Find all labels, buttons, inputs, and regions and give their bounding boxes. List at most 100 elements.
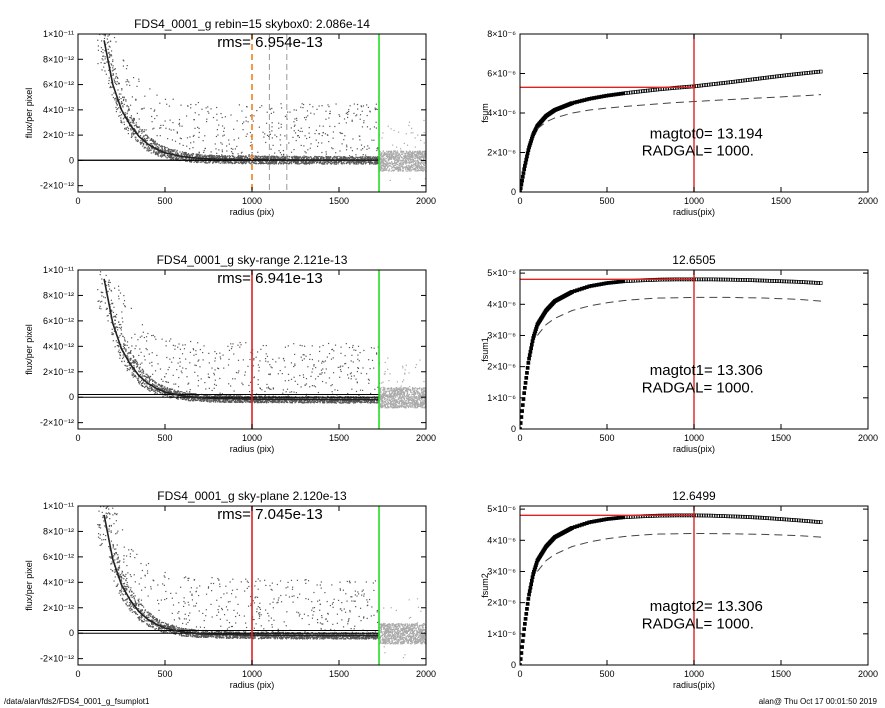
- scatter-point-outer: [404, 405, 406, 407]
- scatter-point: [153, 142, 155, 144]
- scatter-point-outer: [409, 178, 411, 180]
- scatter-point: [360, 158, 362, 160]
- scatter-point: [227, 162, 229, 164]
- scatter-point-outer: [385, 158, 387, 160]
- scatter-point: [120, 121, 122, 123]
- scatter-point: [142, 136, 144, 138]
- scatter-point-outer: [388, 169, 390, 171]
- scatter-point: [128, 358, 130, 360]
- scatter-point: [146, 150, 148, 152]
- scatter-point-outer: [381, 394, 383, 397]
- scatter-point-outer: [402, 164, 404, 166]
- scatter-point: [307, 157, 309, 159]
- scatter-point: [377, 161, 379, 163]
- scatter-point: [230, 385, 232, 387]
- scatter-point: [301, 156, 303, 158]
- scatter-point-outer: [380, 398, 382, 401]
- scatter-point-outer: [406, 167, 409, 169]
- scatter-point: [245, 155, 247, 157]
- scatter-point-outer: [416, 403, 419, 405]
- scatter-point-outer: [396, 407, 399, 409]
- scatter-point: [272, 358, 274, 360]
- scatter-point: [304, 161, 306, 163]
- scatter-point: [291, 156, 293, 159]
- scatter-point: [100, 9, 101, 10]
- scatter-point: [240, 152, 242, 154]
- scatter-point-outer: [383, 151, 386, 154]
- scatter-point-outer: [390, 162, 392, 164]
- scatter-point: [213, 156, 215, 158]
- scatter-point-outer: [394, 389, 396, 391]
- scatter-point-outer: [422, 395, 424, 397]
- scatter-point: [176, 156, 178, 158]
- scatter-point: [168, 156, 171, 158]
- scatter-point: [337, 161, 340, 163]
- scatter-point: [241, 122, 244, 125]
- scatter-point-outer: [424, 404, 426, 406]
- scatter-point: [108, 23, 109, 24]
- scatter-point: [180, 138, 182, 140]
- scatter-point-outer: [424, 395, 426, 397]
- scatter-point-outer: [407, 158, 409, 161]
- scatter-point: [198, 156, 201, 158]
- scatter-point-outer: [418, 167, 420, 169]
- scatter-point-outer: [417, 388, 419, 390]
- scatter-point-outer: [414, 401, 416, 404]
- scatter-point: [329, 125, 331, 127]
- scatter-point: [153, 151, 155, 153]
- scatter-point-outer: [394, 406, 397, 408]
- scatter-point-outer: [399, 162, 401, 164]
- scatter-point: [301, 130, 303, 133]
- scatter-point-outer: [396, 150, 399, 152]
- scatter-point: [301, 402, 303, 404]
- scatter-point-outer: [411, 389, 414, 391]
- scatter-point: [332, 137, 334, 139]
- scatter-point-outer: [390, 393, 392, 395]
- scatter-point: [326, 157, 328, 159]
- scatter-point: [142, 140, 144, 142]
- scatter-point-outer: [418, 394, 420, 396]
- scatter-point-outer: [406, 155, 409, 157]
- scatter-point-outer: [419, 167, 422, 169]
- scatter-point-outer: [396, 388, 398, 391]
- scatter-point-outer: [399, 392, 401, 394]
- scatter-point: [279, 157, 281, 160]
- scatter-point-outer: [395, 155, 397, 158]
- scatter-point-outer: [383, 387, 385, 389]
- scatter-point: [340, 158, 342, 160]
- scatter-point: [316, 156, 319, 159]
- scatter-point: [345, 157, 347, 159]
- scatter-point: [332, 161, 334, 163]
- scatter-point: [274, 157, 276, 159]
- scatter-point: [357, 156, 359, 159]
- scatter-point-outer: [397, 400, 399, 402]
- scatter-point: [357, 345, 360, 347]
- scatter-point-outer: [392, 391, 395, 393]
- scatter-point-outer: [402, 365, 404, 367]
- scatter-point-outer: [380, 153, 382, 155]
- scatter-point-outer: [399, 388, 401, 391]
- scatter-point: [243, 160, 245, 162]
- scatter-point: [178, 156, 180, 158]
- scatter-point-outer: [410, 156, 413, 158]
- scatter-point: [202, 395, 205, 397]
- rms-annotation: rms= 6.954e-13: [217, 34, 322, 51]
- scatter-point: [362, 367, 364, 369]
- scatter-point: [245, 162, 247, 164]
- scatter-point-outer: [404, 156, 406, 158]
- scatter-point-outer: [386, 167, 388, 170]
- scatter-point: [129, 116, 131, 119]
- scatter-point: [330, 157, 332, 159]
- scatter-point: [172, 150, 174, 153]
- scatter-point: [353, 112, 355, 115]
- scatter-point: [115, 110, 118, 113]
- scatter-point: [127, 106, 130, 108]
- scatter-point: [136, 126, 139, 128]
- scatter-point: [198, 136, 200, 138]
- scatter-point: [197, 126, 199, 128]
- scatter-point: [208, 155, 210, 157]
- scatter-point-outer: [415, 167, 417, 169]
- scatter-point: [147, 146, 150, 148]
- scatter-point-outer: [389, 393, 392, 396]
- scatter-point-outer: [403, 392, 406, 394]
